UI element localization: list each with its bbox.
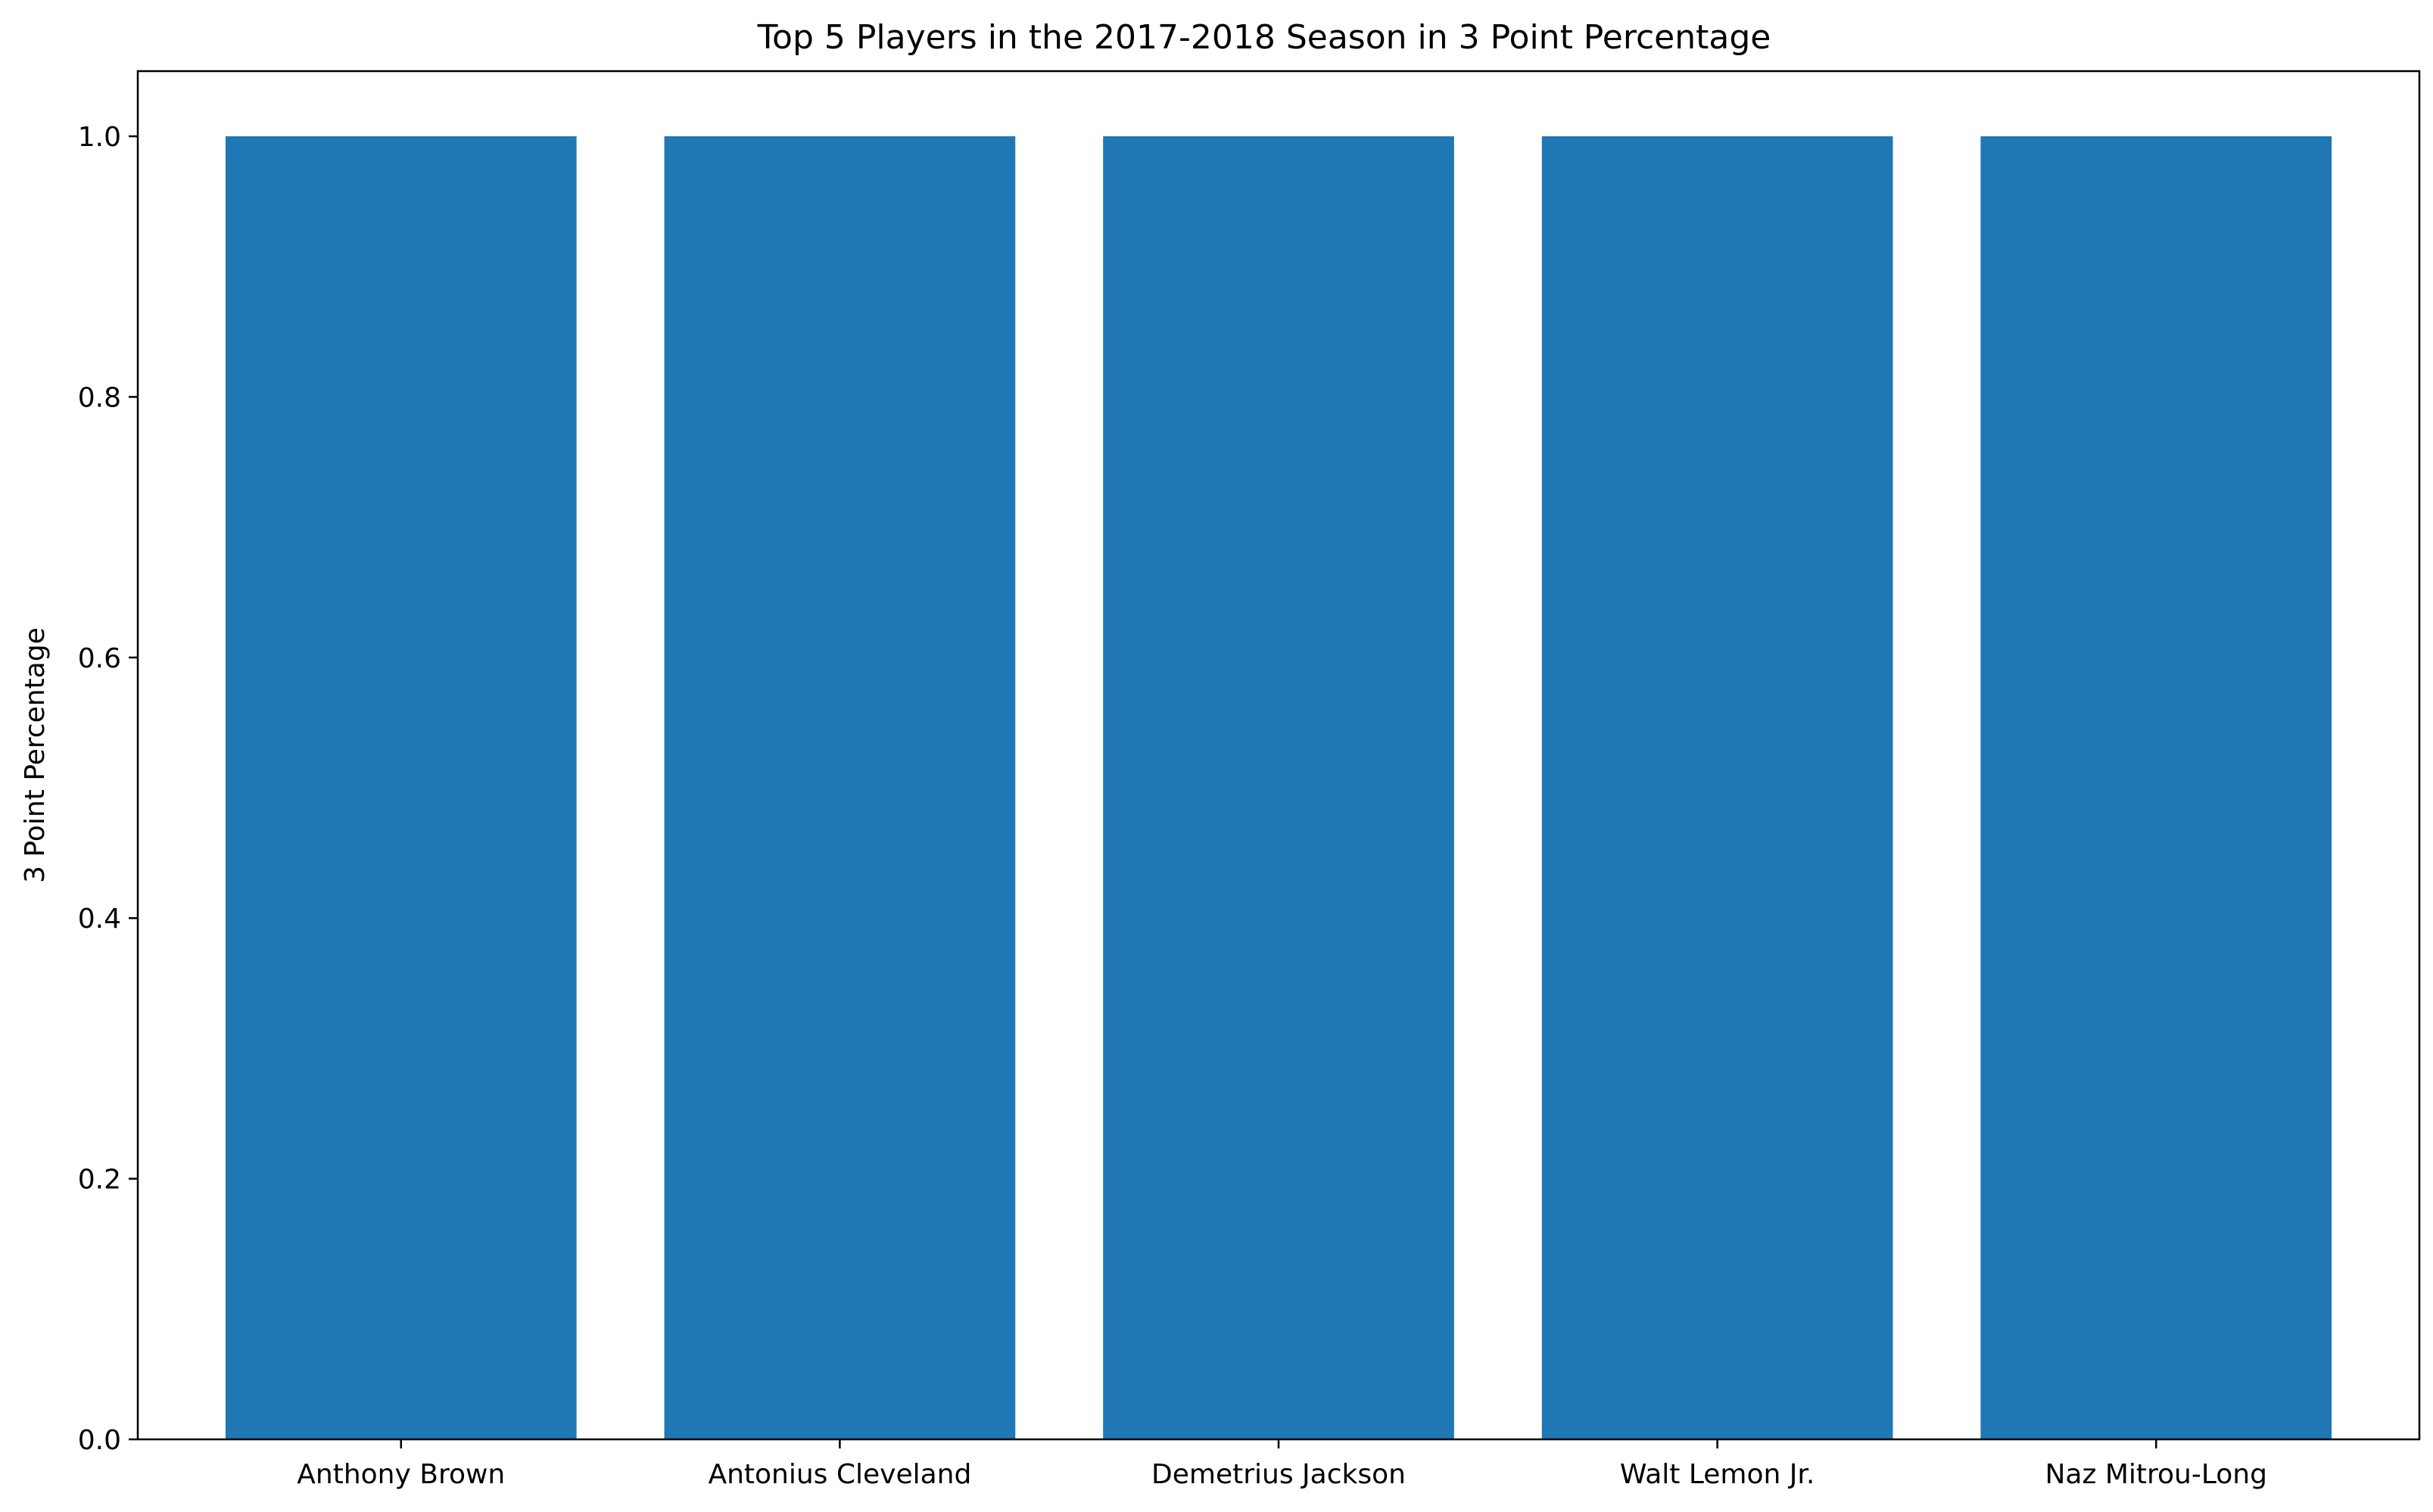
x-tick-label: Anthony Brown: [297, 1459, 505, 1490]
y-tick-label: 0.6: [78, 643, 121, 674]
y-axis-label: 3 Point Percentage: [20, 627, 51, 883]
bar-demetrius-jackson: [1103, 136, 1454, 1440]
bar-antonius-cleveland: [664, 136, 1016, 1440]
bars-group: [225, 136, 2332, 1440]
y-tick-label: 0.0: [78, 1425, 121, 1456]
x-axis-ticks: Anthony Brown Antonius Cleveland Demetrius…: [297, 1439, 2267, 1490]
y-tick-label: 1.0: [78, 122, 121, 153]
bar-walt-lemon-jr: [1541, 136, 1893, 1440]
plot-frame: [136, 70, 2421, 1441]
chart-title: Top 5 Players in the 2017-2018 Season in…: [757, 18, 1771, 57]
x-tick-label: Antonius Cleveland: [708, 1459, 971, 1490]
y-axis-ticks: 0.0 0.2 0.4 0.6 0.8 1.0: [78, 122, 138, 1456]
x-tick-label: Walt Lemon Jr.: [1620, 1459, 1815, 1490]
y-tick-label: 0.2: [78, 1165, 121, 1196]
x-tick-label: Naz Mitrou-Long: [2045, 1459, 2266, 1490]
y-tick-label: 0.4: [78, 904, 121, 935]
bar-naz-mitrou-long: [1980, 136, 2332, 1440]
x-tick-label: Demetrius Jackson: [1151, 1459, 1406, 1490]
y-tick-label: 0.8: [78, 382, 121, 413]
bar-anthony-brown: [225, 136, 577, 1440]
